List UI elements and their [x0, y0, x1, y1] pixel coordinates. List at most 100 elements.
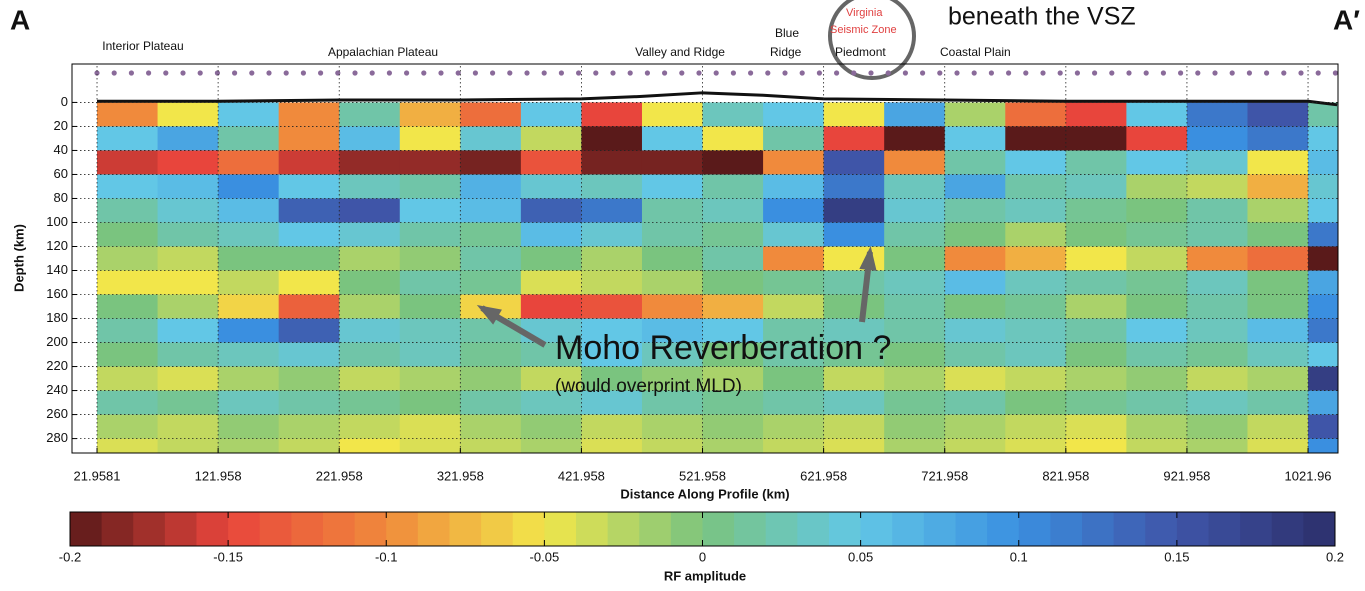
- heatmap-cell: [520, 222, 582, 247]
- heatmap-cell: [1247, 390, 1309, 416]
- annotation-arrowhead: [859, 246, 877, 271]
- heatmap-cell: [520, 150, 582, 175]
- heatmap-cell: [581, 318, 643, 344]
- heatmap-cell: [1065, 198, 1127, 223]
- heatmap-cell: [581, 414, 643, 440]
- station-marker: [266, 70, 272, 76]
- heatmap-cell: [1186, 414, 1248, 440]
- colorbar-tick-label: -0.05: [530, 549, 560, 564]
- y-tick-label: 0: [61, 94, 68, 109]
- colorbar-segment: [829, 512, 862, 546]
- heatmap-cell: [460, 222, 522, 247]
- heatmap-cell: [823, 414, 885, 440]
- heatmap-cell: [278, 366, 340, 392]
- heatmap-cell: [1005, 198, 1067, 223]
- heatmap-cell: [1247, 318, 1309, 344]
- heatmap-cell: [823, 270, 885, 296]
- heatmap-cell: [1247, 126, 1309, 151]
- heatmap-cell: [460, 126, 522, 151]
- heatmap-cell: [399, 222, 461, 247]
- heatmap-cell: [218, 366, 280, 392]
- heatmap-cell: [763, 342, 825, 368]
- heatmap-cell: [1308, 150, 1338, 175]
- colorbar-segment: [1082, 512, 1115, 546]
- heatmap-cell: [1308, 246, 1338, 272]
- station-marker: [146, 70, 152, 76]
- heatmap-cell: [97, 150, 159, 175]
- heatmap-cell: [1065, 126, 1127, 151]
- heatmap-cell: [278, 150, 340, 175]
- heatmap-cell: [1247, 342, 1309, 368]
- colorbar-segment: [923, 512, 956, 546]
- colorbar-segment: [860, 512, 893, 546]
- colorbar-segment: [1018, 512, 1051, 546]
- heatmap-cell: [97, 246, 159, 272]
- heatmap-cell: [339, 270, 401, 296]
- heatmap-cell: [823, 174, 885, 199]
- station-marker: [197, 70, 203, 76]
- station-marker: [679, 70, 685, 76]
- annotation: Moho Reverberation ?: [555, 329, 891, 367]
- overlay: 21.9581 121.958 221.958 321.958 421.958 521.9…: [46, 26, 1344, 564]
- x-tick-label: 721.958: [921, 468, 968, 483]
- colorbar-segment: [1113, 512, 1146, 546]
- heatmap-cell: [581, 438, 643, 453]
- heatmap-cell: [581, 102, 643, 127]
- heatmap-cell: [399, 174, 461, 199]
- colorbar-segment: [576, 512, 609, 546]
- heatmap-cell: [278, 246, 340, 272]
- profile-start-label: A: [10, 4, 30, 35]
- heatmap-cell: [520, 102, 582, 127]
- station-marker: [1229, 70, 1235, 76]
- station-marker: [1109, 70, 1115, 76]
- heatmap-cell: [520, 270, 582, 296]
- heatmap-cell: [763, 150, 825, 175]
- heatmap-cell: [884, 366, 946, 392]
- heatmap-cell: [339, 438, 401, 453]
- heatmap-cell: [944, 126, 1006, 151]
- heatmap-cell: [278, 198, 340, 223]
- heatmap-cell: [97, 294, 159, 320]
- heatmap-cell: [1126, 198, 1188, 223]
- heatmap-cell: [278, 318, 340, 344]
- heatmap-cell: [763, 102, 825, 127]
- heatmap-cell: [1186, 270, 1248, 296]
- heatmap-cell: [339, 390, 401, 416]
- station-marker: [421, 70, 427, 76]
- heatmap-cell: [1308, 102, 1338, 127]
- heatmap-cell: [702, 438, 764, 453]
- y-tick-label: 140: [46, 262, 68, 277]
- heatmap-cell: [1065, 222, 1127, 247]
- y-tick-label: 120: [46, 238, 68, 253]
- heatmap-cell: [641, 390, 704, 416]
- heatmap-cell: [1186, 198, 1248, 223]
- x-tick-label: 921.958: [1163, 468, 1210, 483]
- heatmap-cell: [763, 198, 825, 223]
- station-marker: [1332, 70, 1338, 76]
- heatmap-cell: [1186, 150, 1248, 175]
- colorbar-tick-label: 0.2: [1326, 549, 1344, 564]
- heatmap-cell: [702, 246, 764, 272]
- heatmap-cell: [1186, 126, 1248, 151]
- station-marker: [627, 70, 633, 76]
- heatmap-cell: [97, 318, 159, 344]
- heatmap-cell: [823, 150, 885, 175]
- heatmap-cell: [339, 294, 401, 320]
- station-marker: [455, 70, 461, 76]
- heatmap-cell: [641, 294, 704, 320]
- heatmap-cell: [1247, 438, 1309, 453]
- heatmap-cell: [278, 174, 340, 199]
- y-tick-label: 200: [46, 334, 68, 349]
- heatmap-cell: [460, 390, 522, 416]
- station-marker: [1246, 70, 1252, 76]
- heatmap-cell: [823, 438, 885, 453]
- station-marker: [524, 70, 530, 76]
- heatmap-cell: [97, 198, 159, 223]
- x-tick-label: 121.958: [195, 468, 242, 483]
- heatmap-cell: [278, 438, 340, 453]
- colorbar-segment: [544, 512, 577, 546]
- annotation: beneath the VSZ: [948, 3, 1136, 31]
- heatmap-cell: [1186, 366, 1248, 392]
- heatmap-cell: [581, 366, 643, 392]
- heatmap-cell: [399, 414, 461, 440]
